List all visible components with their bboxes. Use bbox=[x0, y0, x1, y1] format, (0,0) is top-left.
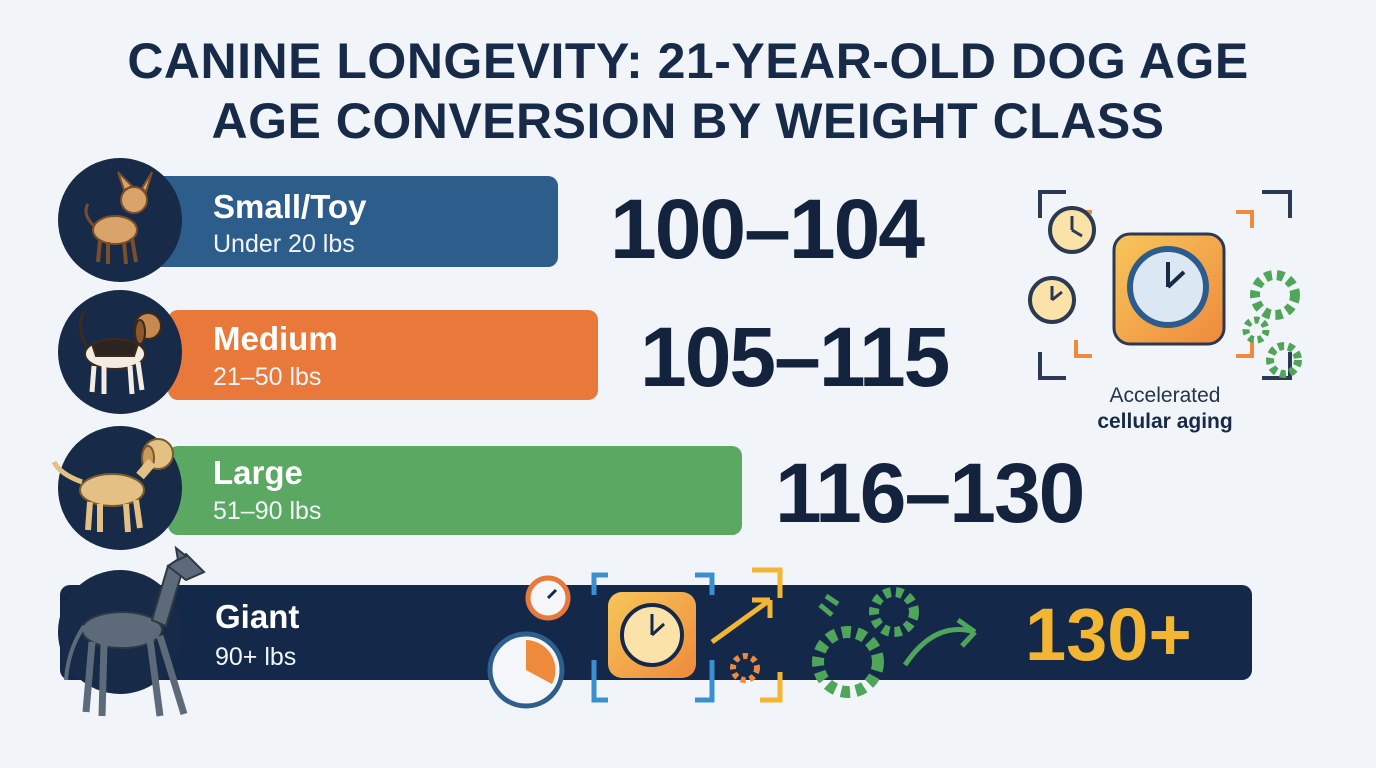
weight-class: Small/Toy bbox=[213, 188, 367, 225]
weight-range: Under 20 lbs bbox=[213, 230, 355, 258]
dog-icon-part bbox=[136, 458, 156, 480]
cellular-aging-icon-part bbox=[1070, 216, 1083, 238]
dog-icon bbox=[84, 171, 153, 265]
aging-icons-part bbox=[591, 572, 715, 703]
human-age: 105–115 bbox=[640, 310, 949, 404]
bar bbox=[168, 446, 742, 535]
dog-icon-part bbox=[120, 186, 148, 214]
dog-icon-part bbox=[174, 545, 188, 562]
row-small: Small/Toy Under 20 lbs 100–104 bbox=[58, 158, 927, 282]
dog-icon-part bbox=[140, 171, 153, 194]
weight-class: Medium bbox=[213, 320, 338, 357]
dog-icon-part bbox=[51, 460, 83, 485]
title-line: CANINE LONGEVITY: 21-YEAR-OLD DOG AGE bbox=[127, 33, 1248, 89]
aging-icons-part bbox=[546, 588, 558, 600]
bar bbox=[168, 310, 598, 400]
aging-icons-part bbox=[730, 653, 760, 683]
row-large: Large 51–90 lbs 116–130 bbox=[51, 426, 1085, 550]
cellular-aging-icon-part bbox=[1250, 270, 1300, 320]
aging-icons-part bbox=[869, 587, 919, 637]
dog-icon bbox=[51, 438, 174, 533]
icon-caption: Accelerated bbox=[1110, 384, 1221, 407]
weight-range: 21–50 lbs bbox=[213, 363, 321, 391]
aging-icons-part bbox=[812, 626, 884, 698]
human-age: 130+ bbox=[1025, 593, 1192, 676]
human-age: 116–130 bbox=[775, 446, 1083, 540]
icon-caption: cellular aging bbox=[1097, 410, 1232, 433]
dog-icon bbox=[64, 545, 206, 717]
aging-icons-part bbox=[526, 640, 556, 684]
dog-icon-part bbox=[90, 338, 140, 357]
dog-icon-part bbox=[79, 311, 88, 347]
cellular-aging-icon-part bbox=[1050, 286, 1063, 302]
row-medium: Medium 21–50 lbs 105–115 bbox=[58, 290, 951, 414]
dog-icon-part bbox=[134, 319, 146, 345]
dog-icon-part bbox=[79, 473, 145, 507]
dog-icon-part bbox=[96, 237, 138, 265]
weight-range: 90+ lbs bbox=[215, 643, 296, 671]
human-age: 100–104 bbox=[610, 182, 925, 276]
row-giant: Giant 90+ lbs 130+ bbox=[58, 545, 1252, 717]
weight-class: Large bbox=[213, 454, 303, 491]
dog-icon-part bbox=[92, 215, 138, 245]
dog-icon-part bbox=[64, 624, 86, 681]
weight-range: 51–90 lbs bbox=[213, 497, 321, 525]
dog-icon-part bbox=[85, 499, 143, 533]
aging-icons-part bbox=[818, 593, 840, 617]
aging-icons-part bbox=[650, 614, 666, 637]
dog-icon-part bbox=[82, 634, 188, 717]
weight-class: Giant bbox=[215, 598, 299, 635]
cellular-aging-icon-part bbox=[1038, 190, 1292, 380]
cellular-aging-icon-part bbox=[1166, 262, 1186, 289]
dog-icon-part bbox=[84, 203, 96, 228]
aging-icons-part bbox=[710, 597, 773, 645]
cellular-aging-icon bbox=[1028, 190, 1302, 380]
title-line: AGE CONVERSION BY WEIGHT CLASS bbox=[211, 93, 1164, 149]
cellular-aging-icon-part bbox=[1242, 316, 1270, 344]
aging-icons bbox=[487, 567, 977, 709]
dog-icon-part bbox=[89, 361, 145, 395]
aging-icons-part bbox=[902, 617, 977, 667]
dog-icon bbox=[79, 311, 162, 395]
aging-icons-part bbox=[752, 567, 783, 703]
cellular-aging-icon-part bbox=[1266, 342, 1302, 378]
dog-icon-part bbox=[117, 171, 134, 192]
bar bbox=[150, 176, 558, 267]
